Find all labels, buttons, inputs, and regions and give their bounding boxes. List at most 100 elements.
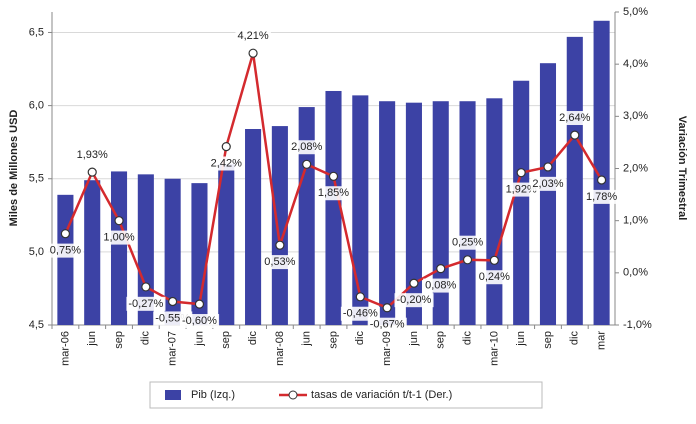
x-tick-label: jun xyxy=(86,331,98,347)
x-tick-label: jun xyxy=(515,331,527,347)
x-tick-label: mar-10 xyxy=(488,331,500,366)
data-label: 2,42% xyxy=(211,157,242,169)
label-bg xyxy=(583,189,620,204)
x-tick-label: dic xyxy=(140,331,152,346)
x-tick-label: jun xyxy=(193,331,205,347)
data-label: -0,46% xyxy=(343,308,378,320)
y2-tick-label: -1,0% xyxy=(623,319,652,331)
x-tick-label: sep xyxy=(220,331,232,349)
legend-box xyxy=(149,381,543,409)
label-bg xyxy=(180,314,220,329)
marker xyxy=(168,296,178,307)
data-label-group: 2,08% xyxy=(289,140,325,155)
marker xyxy=(60,229,71,239)
label-bg xyxy=(476,270,513,285)
data-label: 1,85% xyxy=(318,187,349,199)
marker xyxy=(87,167,97,177)
data-label: -0,60% xyxy=(182,315,217,327)
marker xyxy=(409,278,419,288)
marker xyxy=(382,303,392,313)
marker xyxy=(355,292,365,302)
x-tick-label: sep xyxy=(542,331,554,349)
label-bg xyxy=(503,182,539,197)
data-label: 4,21% xyxy=(237,30,268,42)
label-bg xyxy=(557,111,593,126)
legend-label: tasas de variación t/t-1 (Der.) xyxy=(311,389,452,401)
bar xyxy=(218,164,235,325)
marker xyxy=(489,255,499,265)
data-label: 2,64% xyxy=(559,112,590,124)
label-bg xyxy=(394,293,434,308)
label-bg xyxy=(235,29,271,44)
data-label-group: 0,25% xyxy=(449,235,486,250)
label-bg xyxy=(262,255,298,270)
label-bg xyxy=(449,235,486,250)
marker xyxy=(516,168,526,178)
bar xyxy=(191,183,208,325)
x-tick-label: sep xyxy=(113,331,125,349)
label-bg xyxy=(367,317,407,332)
label-bg xyxy=(126,296,166,311)
label-bg xyxy=(423,278,459,293)
legend-swatch xyxy=(165,390,181,400)
x-tick-label: dic xyxy=(354,331,366,346)
data-label: 1,92% xyxy=(506,184,537,196)
marker xyxy=(248,48,258,58)
y-tick-label: 6,0 xyxy=(29,100,44,112)
data-label: 2,08% xyxy=(291,141,322,153)
data-label: 1,93% xyxy=(77,149,108,161)
data-label-group: -0,60% xyxy=(180,314,220,329)
data-label: -0,27% xyxy=(128,298,163,310)
marker xyxy=(596,175,607,185)
y2-tick-label: 5,0% xyxy=(623,6,648,18)
data-label-group: 2,42% xyxy=(208,156,245,171)
data-label-group: 2,64% xyxy=(557,111,593,126)
bar xyxy=(352,95,369,325)
x-tick-label: sep xyxy=(327,331,339,349)
bar xyxy=(325,90,342,325)
label-bg xyxy=(530,176,566,191)
bar xyxy=(298,107,315,325)
data-label: 0,08% xyxy=(425,280,456,292)
data-label: 0,24% xyxy=(479,271,510,283)
data-label-group: 1,92% xyxy=(503,182,539,197)
marker xyxy=(543,162,553,172)
x-tick-label: mar-07 xyxy=(167,331,179,366)
y2-tick-label: 1,0% xyxy=(623,215,648,227)
marker xyxy=(114,216,124,226)
y-tick-label: 4,5 xyxy=(29,319,44,331)
data-label: 1,00% xyxy=(103,232,134,244)
data-label-group: 1,78% xyxy=(583,189,620,204)
y-tick-label: 5,5 xyxy=(29,173,44,185)
data-label-group: 0,53% xyxy=(262,255,298,270)
y-tick-label: 6,5 xyxy=(29,26,44,38)
data-label-group: 1,85% xyxy=(315,186,352,201)
label-bg xyxy=(74,148,111,163)
data-label: 0,25% xyxy=(452,237,483,249)
bar xyxy=(84,180,101,325)
data-label-group: -0,27% xyxy=(126,296,166,311)
y-axis-title: Miles de Millones USD xyxy=(8,110,20,227)
bar xyxy=(245,129,262,325)
x-tick-label: dic xyxy=(569,331,581,346)
y2-tick-label: 2,0% xyxy=(623,162,648,174)
bar xyxy=(110,171,128,325)
marker xyxy=(436,264,446,274)
label-bg xyxy=(101,230,137,245)
marker xyxy=(221,141,231,152)
marker xyxy=(302,159,312,169)
data-label: 1,78% xyxy=(586,191,617,203)
bar xyxy=(566,36,583,325)
data-label-group: 0,24% xyxy=(476,270,513,285)
data-label-group: 1,00% xyxy=(101,230,137,245)
y2-tick-label: 0,0% xyxy=(623,267,648,279)
bar xyxy=(459,101,476,325)
bar xyxy=(164,178,181,325)
y-tick-label: 5,0 xyxy=(29,246,44,258)
bar xyxy=(57,194,74,325)
x-tick-label: mar xyxy=(596,331,608,350)
bar xyxy=(513,80,530,326)
x-tick-label: jun xyxy=(301,331,313,347)
data-label: 0,53% xyxy=(264,256,295,268)
